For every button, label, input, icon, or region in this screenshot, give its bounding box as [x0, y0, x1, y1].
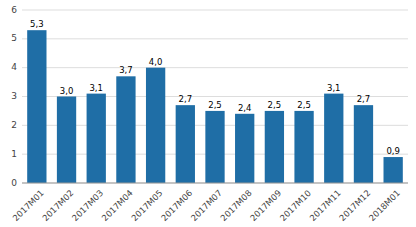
bar — [87, 94, 106, 183]
data-label: 3,1 — [327, 83, 341, 93]
grid-line — [22, 10, 408, 11]
grid-line — [22, 67, 408, 68]
y-tick-label: 0 — [11, 178, 17, 188]
data-label: 5,3 — [30, 19, 44, 29]
bar — [324, 94, 343, 183]
y-tick-label: 1 — [11, 149, 17, 159]
grid-line — [22, 38, 408, 39]
data-label: 2,4 — [238, 103, 252, 113]
grid-line — [22, 96, 408, 97]
chart-container: 0 1 2 3 4 5 6 5,3 3,0 3,1 3,7 4,0 2,7 2,5 2,4 2,5 2,5 3,1… — [0, 0, 416, 227]
x-tick-label: 2017M02 — [40, 188, 75, 223]
x-tick-label: 2017M03 — [70, 188, 105, 223]
data-label: 2,5 — [208, 100, 222, 110]
y-tick-label: 3 — [11, 91, 17, 101]
x-tick-label: 2018M01 — [367, 188, 402, 223]
y-tick-label: 4 — [11, 62, 17, 72]
bar — [27, 30, 46, 183]
bar — [265, 111, 284, 183]
x-tick-label: 2017M05 — [129, 188, 164, 223]
x-tick-label: 2017M04 — [100, 188, 135, 223]
y-tick-label: 5 — [11, 33, 17, 43]
data-label: 0,9 — [386, 146, 400, 156]
data-label: 2,5 — [297, 100, 311, 110]
bar — [354, 105, 373, 183]
grid-line — [22, 183, 408, 184]
data-label: 3,1 — [89, 83, 103, 93]
x-tick-label: 2017M06 — [159, 188, 194, 223]
data-label: 2,7 — [179, 94, 193, 104]
y-tick-label: 2 — [11, 120, 17, 130]
data-label: 4,0 — [149, 57, 163, 67]
x-tick-label: 2017M12 — [337, 188, 372, 223]
bar — [176, 105, 195, 183]
x-tick-label: 2017M01 — [11, 188, 46, 223]
bar — [57, 97, 76, 184]
x-tick-label: 2017M10 — [278, 188, 313, 223]
chart: 0 1 2 3 4 5 6 5,3 3,0 3,1 3,7 4,0 2,7 2,5 2,4 2,5 2,5 3,1… — [0, 0, 416, 227]
data-label: 3,7 — [119, 65, 133, 75]
bar — [116, 76, 135, 183]
bar — [384, 157, 403, 183]
x-tick-label: 2017M08 — [218, 188, 253, 223]
data-label: 3,0 — [60, 86, 74, 96]
bar — [146, 68, 165, 183]
data-label: 2,5 — [268, 100, 282, 110]
data-label: 2,7 — [357, 94, 371, 104]
x-tick-label: 2017M11 — [308, 188, 343, 223]
x-tick-label: 2017M07 — [189, 188, 224, 223]
bar — [235, 114, 254, 183]
x-tick-label: 2017M09 — [248, 188, 283, 223]
x-axis — [22, 183, 408, 184]
y-tick-label: 6 — [11, 5, 17, 15]
grid — [22, 10, 408, 183]
bars — [27, 30, 403, 183]
bar — [294, 111, 313, 183]
bar — [205, 111, 224, 183]
